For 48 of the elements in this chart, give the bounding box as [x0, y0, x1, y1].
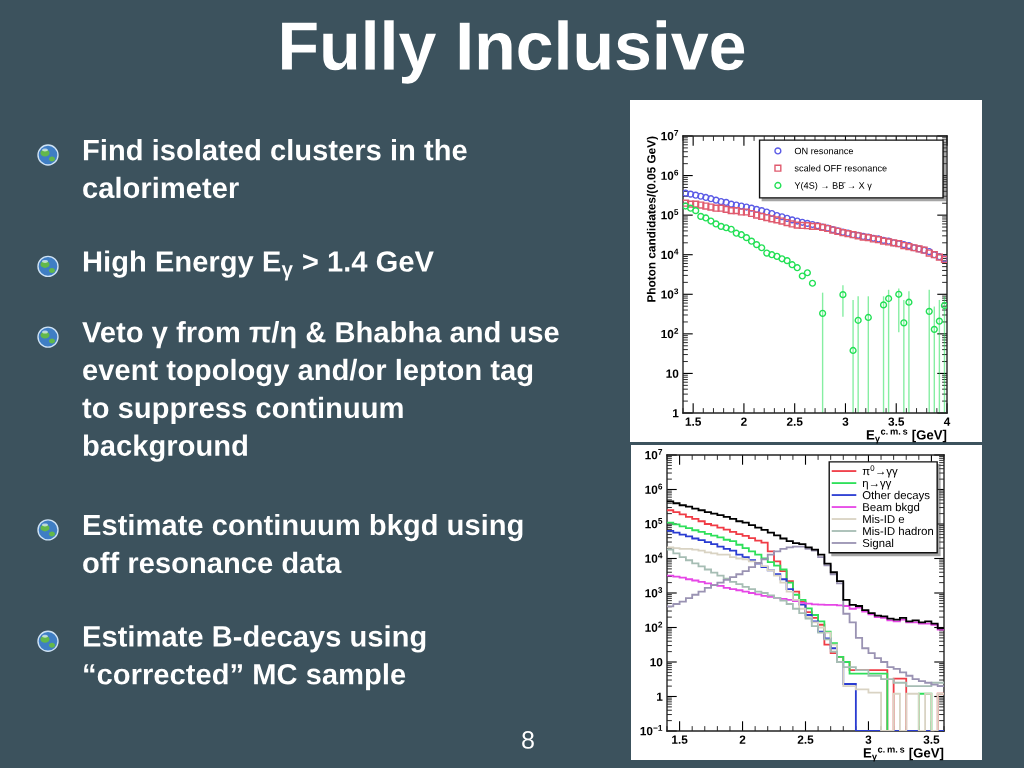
y-tick-label: 10$^{5}$: [661, 209, 679, 220]
x-tick-label: 3.5: [923, 735, 940, 744]
legend-label: Other decays: [862, 490, 930, 502]
legend-label: Mis-ID hadron: [863, 526, 934, 536]
legend-label: Signal: [862, 538, 894, 550]
text: Estimate continuum bkgd using off resonance data: [83, 513, 523, 574]
x-tick-label: 1.5: [685, 417, 702, 426]
legend-label: π$^{0}$→γγ: [862, 465, 898, 478]
text: Estimate B-decays using “corrected” MC sample: [83, 625, 426, 691]
y-tick-label: 10$^{5}$: [645, 518, 663, 529]
x-tick-label: 2: [739, 735, 746, 744]
x-axis-title: E$_{γ}$$^{c.m.s}$ [GeV]: [863, 747, 944, 762]
y-tick-label: 10$^{6}$: [661, 169, 679, 180]
y-tick-label: 1: [657, 692, 663, 701]
legend-label: Beam bkgd: [863, 502, 920, 514]
y-tick-label: 10: [666, 369, 679, 378]
text: 8: [522, 731, 534, 749]
legend-label: Mis-ID e: [863, 514, 905, 524]
x-tick-label: 4: [943, 417, 951, 426]
y-tick-label: 10$^{−1}$: [640, 725, 663, 736]
y-axis-title: Photon candidates/(0.05 GeV): [646, 136, 658, 302]
x-tick-label: 2: [741, 417, 747, 426]
legend-label: Υ(4S) → BB̄ → X γ: [794, 182, 872, 191]
legend-label: η→γγ: [862, 480, 892, 490]
y-tick-label: 10$^{4}$: [645, 552, 663, 563]
y-tick-label: 10: [650, 658, 663, 667]
text: Veto γ from π/η & Bhabha and use event topology and/or lepton tag to suppress continuum background: [82, 321, 559, 462]
x-tick-label: 3: [842, 417, 849, 426]
text: High Energy E$_{γ}$ > 1.4 GeV: [83, 250, 434, 281]
y-tick-label: 10$^{7}$: [661, 130, 679, 141]
y-tick-label: 10$^{2}$: [661, 327, 679, 339]
y-tick-label: 10$^{6}$: [645, 483, 663, 494]
legend-label: scaled OFF resonance: [794, 164, 887, 172]
legend-label: ON resonance: [794, 147, 854, 155]
x-axis-title: E$_{γ}$$^{c.m.s}$ [GeV]: [866, 429, 947, 444]
x-tick-label: 2.5: [797, 735, 814, 744]
y-tick-label: 10$^{4}$: [661, 248, 679, 260]
y-tick-label: 10$^{3}$: [661, 288, 679, 299]
y-tick-label: 10$^{3}$: [645, 587, 663, 598]
y-tick-label: 10$^{7}$: [645, 449, 663, 460]
y-tick-label: 10$^{2}$: [645, 621, 663, 632]
x-tick-label: 2.5: [786, 417, 803, 426]
text: Fully Inclusive: [282, 20, 745, 84]
x-tick-label: 3: [865, 735, 872, 744]
y-tick-label: 1: [673, 409, 679, 418]
text: Find isolated clusters in the calorimeter: [83, 139, 467, 199]
x-tick-label: 1.5: [672, 735, 688, 744]
x-tick-label: 3.5: [888, 417, 905, 426]
